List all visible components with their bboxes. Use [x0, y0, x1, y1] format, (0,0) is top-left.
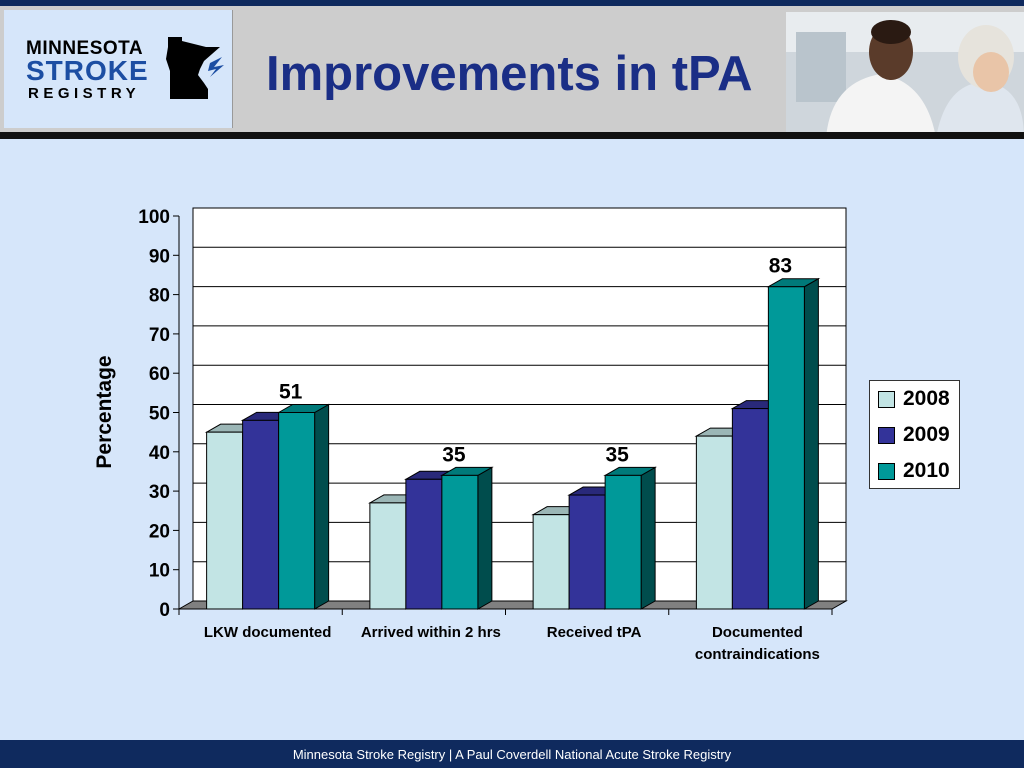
page-title: Improvements in tPA: [266, 47, 753, 101]
slide-header: MINNESOTA STROKE REGISTRY Improvements i…: [0, 6, 1024, 138]
legend-item-1: 2009: [878, 421, 950, 449]
bar-front: [568, 494, 606, 610]
bar-2010-2: [603, 466, 658, 610]
y-tick-label: 20: [149, 521, 170, 542]
data-labels: 51 35 35 83: [279, 255, 792, 467]
chart-legend: 2008 2009 2010: [869, 380, 960, 489]
y-tick-label: 90: [149, 246, 170, 267]
bar-front: [369, 502, 407, 610]
legend-swatch: [878, 390, 895, 408]
legend-swatch: [878, 462, 895, 480]
bar-front: [731, 408, 769, 610]
data-label: 51: [279, 381, 303, 404]
y-tick-label: 70: [149, 325, 170, 346]
y-tick-label: 30: [149, 482, 170, 503]
bar-front: [441, 474, 479, 610]
legend-item-2: 2010: [878, 457, 950, 485]
top-border: [0, 0, 1024, 6]
y-tick-label: 80: [149, 286, 170, 307]
y-tick-label: 40: [149, 443, 170, 464]
doctor-patient-photo: [786, 12, 1024, 138]
header-divider: [0, 132, 1024, 139]
bar-side: [477, 466, 493, 610]
bar-2010-3: [766, 277, 821, 610]
bar-2010-1: [439, 466, 494, 610]
bar-front: [532, 514, 570, 610]
data-label: 35: [442, 443, 466, 466]
x-tick-label: Documented: [712, 624, 803, 641]
legend-label: 2009: [903, 423, 950, 446]
y-tick-label: 0: [159, 600, 170, 621]
bar-side: [314, 403, 330, 610]
bar-front: [242, 419, 280, 610]
bar-front: [604, 474, 642, 610]
footer-bar: [0, 740, 1024, 768]
legend-swatch: [878, 426, 895, 444]
y-tick-label: 50: [149, 404, 170, 425]
bar-2010-0: [276, 403, 331, 610]
y-tick-label: 10: [149, 561, 170, 582]
bar-front: [767, 286, 805, 610]
logo-line-2: STROKE: [26, 55, 149, 86]
legend-label: 2010: [903, 459, 950, 482]
y-tick-label: 60: [149, 364, 170, 385]
bar-front: [405, 478, 443, 610]
bar-front: [695, 435, 733, 610]
x-tick-label: Arrived within 2 hrs: [361, 624, 501, 641]
bar-side: [640, 466, 656, 610]
data-label: 35: [605, 443, 629, 466]
chart-bars: [204, 277, 821, 610]
logo-line-3: REGISTRY: [28, 85, 141, 102]
bar-chart: 0 10 20 30 40 50 60 70 80 90 100 LKW documented Arr…: [93, 207, 848, 663]
y-axis-title: Percentage: [93, 355, 116, 468]
legend-item-0: 2008: [878, 385, 950, 413]
registry-logo: MINNESOTA STROKE REGISTRY: [4, 10, 233, 128]
x-axis-labels: LKW documented Arrived within 2 hrs Receiv…: [178, 609, 833, 663]
bar-front: [278, 412, 316, 610]
data-label: 83: [769, 255, 792, 278]
logo-line-1: MINNESOTA: [26, 38, 144, 59]
y-axis-ticks: 0 10 20 30 40 50 60 70 80 90 100: [138, 207, 179, 621]
x-tick-label: LKW documented: [204, 624, 332, 641]
y-tick-label: 100: [138, 207, 170, 228]
x-tick-label: Received tPA: [547, 624, 642, 641]
legend-label: 2008: [903, 387, 950, 410]
bar-front: [206, 431, 244, 610]
bar-side: [803, 277, 819, 610]
x-tick-label: contraindications: [695, 646, 820, 663]
minnesota-map-icon: [166, 37, 224, 99]
footer-text: Minnesota Stroke Registry | A Paul Cover…: [292, 747, 732, 762]
